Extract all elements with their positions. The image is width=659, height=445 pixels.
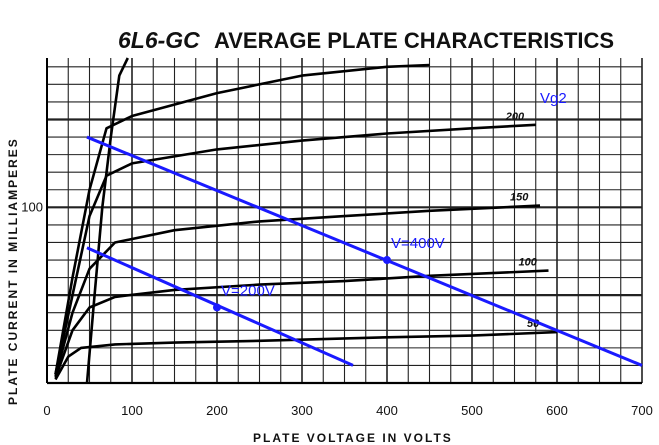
x-tick-labels: 0 100 200 300 400 500 600 700 <box>43 403 652 418</box>
curve-series-0 <box>85 57 129 384</box>
x-tick-label: 700 <box>631 403 653 418</box>
curve-series-5 <box>54 330 558 381</box>
curve-label-100: 100 <box>519 257 538 269</box>
curve-label-200: 200 <box>505 111 525 123</box>
x-tick-label: 300 <box>291 403 313 418</box>
y-tick-label: 100 <box>21 199 43 214</box>
load-line-0 <box>86 135 643 367</box>
curve-series-4 <box>54 269 549 379</box>
curve-series-3 <box>54 204 541 377</box>
x-tick-label: 0 <box>43 403 50 418</box>
curve-label-150: 150 <box>510 192 529 204</box>
grid <box>46 58 643 385</box>
x-tick-label: 500 <box>461 403 483 418</box>
operating-point-0 <box>383 256 391 265</box>
x-tick-label: 600 <box>546 403 568 418</box>
curve-series-2 <box>54 123 536 375</box>
x-tick-label: 200 <box>206 403 228 418</box>
y-axis-label: PLATE CURRENT IN MILLIAMPERES <box>6 137 20 405</box>
curve-series-1 <box>54 63 430 375</box>
plate-curves <box>54 57 558 384</box>
load-lines: V=400V V=200V <box>86 135 643 367</box>
vg2-annotation: Vg2 <box>540 90 567 107</box>
y-tick-labels: 100 <box>21 199 43 214</box>
operating-point-1 <box>213 303 221 312</box>
load-line-label-1: V=200V <box>221 282 275 299</box>
x-tick-label: 100 <box>121 403 143 418</box>
x-axis-label: PLATE VOLTAGE IN VOLTS <box>253 431 453 445</box>
chart-title: AVERAGE PLATE CHARACTERISTICS <box>214 28 614 53</box>
load-line-label-0: V=400V <box>391 235 445 252</box>
x-tick-label: 400 <box>376 403 398 418</box>
chart-title-tube: 6L6-GC <box>118 27 200 53</box>
